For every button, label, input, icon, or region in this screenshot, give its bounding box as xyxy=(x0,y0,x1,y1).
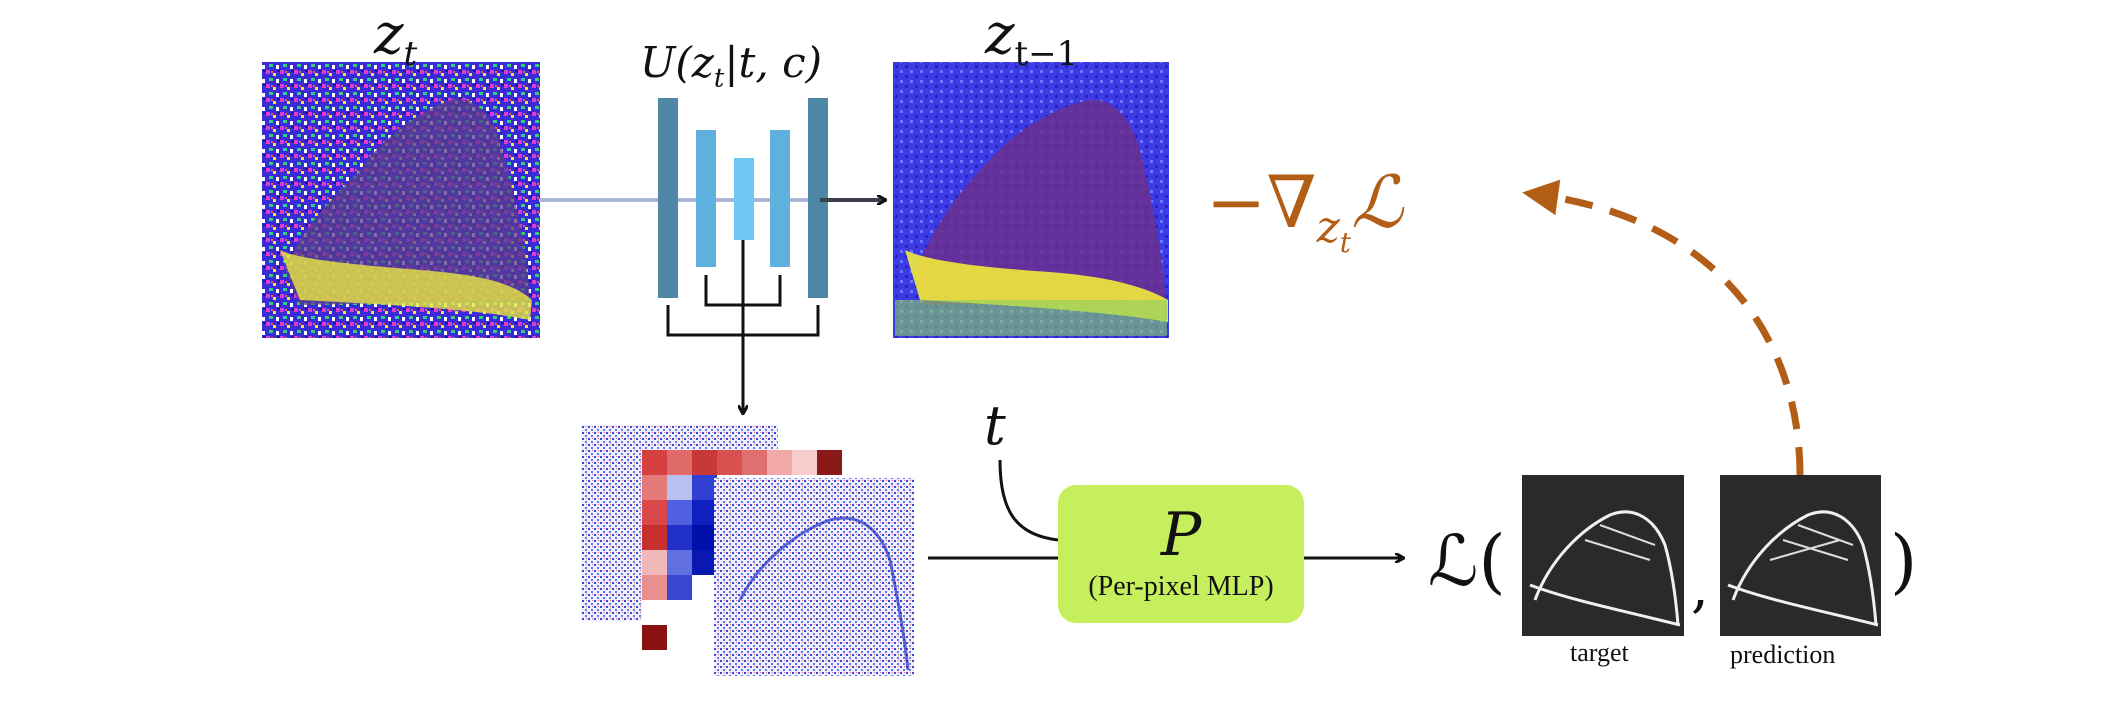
gradient-sub-z: z xyxy=(1316,202,1340,254)
noisy-shoe-image xyxy=(262,62,540,338)
mlp-caption: (Per-pixel MLP) xyxy=(1088,571,1274,602)
label-zt1: zt−1 xyxy=(985,2,1078,74)
label-zt1-main: z xyxy=(985,2,1015,67)
label-unet-rest: |t, c) xyxy=(724,38,823,87)
t-input-curve xyxy=(998,459,1059,542)
label-unet: U(zt|t, c) xyxy=(640,38,822,93)
label-zt-main: z xyxy=(374,2,404,67)
target-caption: target xyxy=(1570,638,1629,667)
per-pixel-mlp-box: P (Per-pixel MLP) xyxy=(1058,485,1304,623)
mlp-symbol: P xyxy=(1160,500,1202,570)
label-unet-sub: t xyxy=(713,63,725,94)
denoised-shoe-image xyxy=(893,62,1169,338)
edge-map-target xyxy=(1522,475,1684,636)
stacked-feature-maps xyxy=(581,425,914,676)
loss-close: ) xyxy=(1890,520,1918,602)
prediction-caption: prediction xyxy=(1730,640,1836,669)
gradient-prefix: −∇ xyxy=(1206,160,1317,244)
edge-map-prediction xyxy=(1720,475,1881,636)
label-zt: zt xyxy=(374,2,417,74)
gradient-L: ℒ xyxy=(1351,160,1403,244)
unet-block xyxy=(658,98,828,337)
label-zt1-sub: t−1 xyxy=(1014,34,1079,75)
gradient-arrow xyxy=(1522,179,1804,476)
label-t: t xyxy=(984,394,1006,457)
gradient-sub: zt xyxy=(1316,202,1351,259)
label-unet-main: U(z xyxy=(640,38,714,87)
loss-comma: , xyxy=(1691,555,1709,620)
label-zt-sub: t xyxy=(403,34,418,75)
gradient-subsub: t xyxy=(1339,226,1352,260)
loss-symbol: ℒ( xyxy=(1428,520,1506,602)
gradient-label: −∇ztℒ xyxy=(1206,160,1403,259)
